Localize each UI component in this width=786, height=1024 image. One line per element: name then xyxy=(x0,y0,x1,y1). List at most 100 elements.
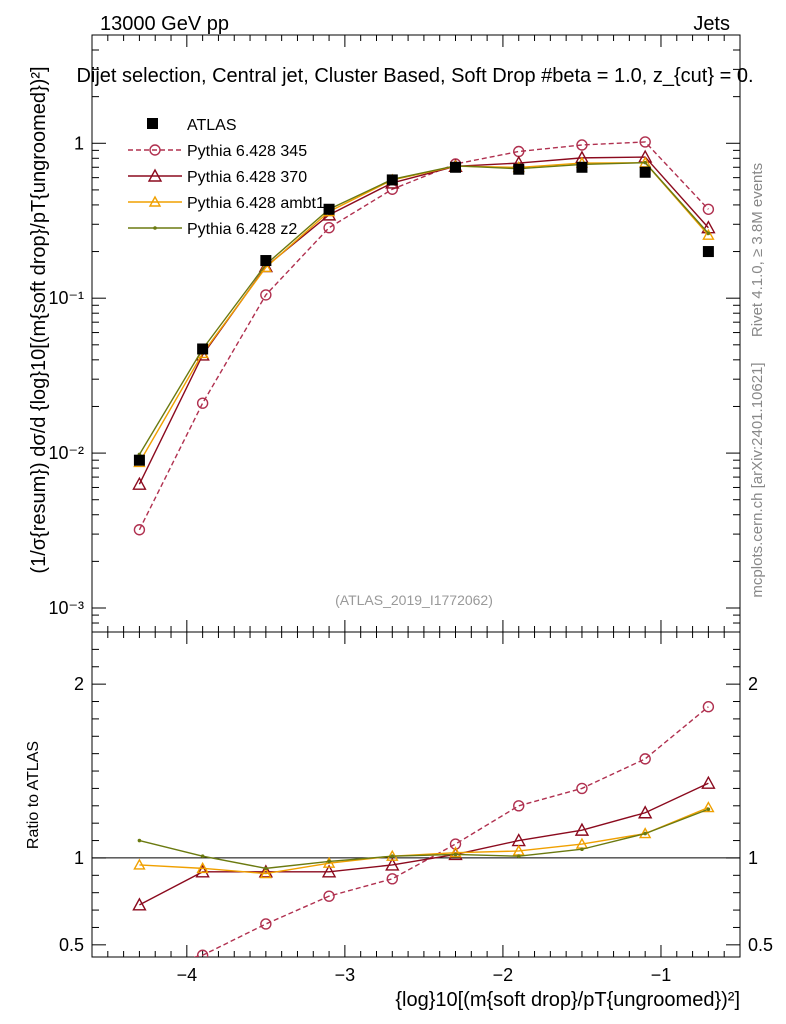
ratio-point-p370 xyxy=(574,822,590,836)
ratio-point-z2 xyxy=(643,831,647,836)
data-point-atlas xyxy=(386,174,398,186)
ratio-point-ambt1 xyxy=(322,856,336,868)
data-point-p370 xyxy=(132,476,147,490)
ratio-point-ambt1 xyxy=(196,861,209,874)
ratio-point-p345 xyxy=(639,753,651,765)
y-tick-label-ratio: 1 xyxy=(74,848,84,868)
x-tick-label: −1 xyxy=(651,965,672,985)
data-point-p345 xyxy=(133,524,146,536)
ratio-point-ambt1 xyxy=(449,846,462,858)
ratio-point-z2 xyxy=(264,866,268,871)
data-point-atlas xyxy=(323,203,335,215)
ratio-plot-frame xyxy=(91,631,741,958)
legend-marker-p370 xyxy=(147,168,163,182)
ratio-point-p370 xyxy=(637,805,653,819)
y-tick-label-ratio-right: 1 xyxy=(748,848,758,868)
ratio-point-p370 xyxy=(258,864,274,878)
data-point-atlas xyxy=(576,161,588,173)
data-point-p345 xyxy=(639,136,651,148)
y-axis-label-ratio: Ratio to ATLAS xyxy=(25,741,42,849)
y-tick-label-main: 10⁻² xyxy=(48,443,84,463)
ratio-point-z2 xyxy=(390,854,395,858)
rivet-label: Rivet 4.1.0, ≥ 3.8M events xyxy=(749,163,766,337)
ratio-point-p345 xyxy=(702,701,715,713)
y-tick-label-main: 10⁻³ xyxy=(48,598,84,618)
y-tick-label-ratio: 0.5 xyxy=(59,935,84,955)
x-tick-label: −2 xyxy=(493,965,514,985)
data-point-atlas xyxy=(702,246,714,258)
data-point-atlas xyxy=(513,163,525,175)
ratio-point-z2 xyxy=(327,859,331,864)
plot-title: Dijet selection, Central jet, Cluster Ba… xyxy=(76,65,753,87)
legend-label-ambt1: Pythia 6.428 ambt1 xyxy=(187,195,325,212)
ratio-point-p370 xyxy=(195,864,210,878)
data-point-atlas xyxy=(197,343,209,355)
ratio-point-p345 xyxy=(196,949,209,957)
y-tick-label-ratio-right: 0.5 xyxy=(748,935,773,955)
legend-label-z2: Pythia 6.428 z2 xyxy=(187,221,297,238)
ratio-point-ambt1 xyxy=(259,867,273,879)
ratio-line-ambt1 xyxy=(139,806,709,875)
ratio-point-z2 xyxy=(453,852,458,857)
data-point-atlas xyxy=(133,454,145,466)
y-tick-label-main: 10⁻¹ xyxy=(48,288,84,308)
legend-marker-ambt1 xyxy=(148,195,162,207)
mcplots-label: mcplots.cern.ch [arXiv:2401.10621] xyxy=(749,362,766,597)
ratio-point-p370 xyxy=(385,857,400,871)
y-tick-label-ratio: 2 xyxy=(74,674,84,694)
data-point-atlas xyxy=(260,255,272,267)
ratio-point-z2 xyxy=(580,847,584,852)
ratio-point-p370 xyxy=(701,775,716,789)
y-tick-label-main: 1 xyxy=(74,133,84,153)
ratio-point-p345 xyxy=(576,782,588,795)
header-left: 13000 GeV pp xyxy=(100,13,229,35)
series-line-p345 xyxy=(138,141,709,531)
header-right: Jets xyxy=(693,13,730,35)
ratio-point-z2 xyxy=(706,807,711,812)
legend-label-atlas: ATLAS xyxy=(187,117,237,134)
data-point-atlas xyxy=(639,166,651,178)
data-series xyxy=(132,136,716,974)
ratio-line-p370 xyxy=(139,782,709,906)
data-point-p345 xyxy=(260,289,272,301)
ratio-line-p345 xyxy=(191,706,709,957)
ratio-point-z2 xyxy=(137,838,142,843)
legend-label-p345: Pythia 6.428 345 xyxy=(187,143,307,160)
data-point-ambt1 xyxy=(702,228,715,240)
data-point-p345 xyxy=(702,203,715,215)
ratio-point-ambt1 xyxy=(702,801,715,813)
ratio-point-p345 xyxy=(260,918,272,930)
ratio-point-p345 xyxy=(134,964,144,974)
ratio-point-p345 xyxy=(386,873,398,885)
ratio-point-p370 xyxy=(132,897,147,911)
data-point-z2 xyxy=(643,160,647,165)
data-point-p345 xyxy=(323,222,335,234)
legend-marker-p345 xyxy=(149,144,161,156)
ratio-point-z2 xyxy=(200,854,205,858)
data-point-p345 xyxy=(576,139,588,151)
analysis-id: (ATLAS_2019_I1772062) xyxy=(335,592,493,608)
ratio-point-ambt1 xyxy=(133,858,146,870)
series-line-z2 xyxy=(138,161,709,455)
data-point-z2 xyxy=(706,231,711,236)
legend-label-p370: Pythia 6.428 370 xyxy=(187,169,307,186)
y-axis-label-main: (1/σ{resum}) dσ/d {log}10[(m{soft drop}/… xyxy=(28,66,50,573)
main-series-group xyxy=(132,136,716,536)
ratio-line-z2 xyxy=(139,808,709,870)
ratio-point-p345 xyxy=(513,800,525,812)
ratio-point-p370 xyxy=(321,864,337,878)
x-axis-label: {log}10[(m{soft drop}/pT{ungroomed})²] xyxy=(395,989,740,1011)
ratio-point-p345 xyxy=(323,890,335,902)
y-tick-label-ratio-right: 2 xyxy=(748,674,758,694)
legend: ATLAS Pythia 6.428 345 Pythia 6.428 370 … xyxy=(128,117,325,238)
x-tick-label: −4 xyxy=(177,965,198,985)
x-tick-label: −3 xyxy=(335,965,356,985)
ratio-point-z2 xyxy=(516,854,521,858)
legend-marker-atlas xyxy=(147,118,158,129)
data-point-p345 xyxy=(196,397,209,409)
ratio-series-group xyxy=(132,701,716,974)
legend-marker-z2 xyxy=(153,226,157,230)
data-point-atlas xyxy=(450,161,462,173)
